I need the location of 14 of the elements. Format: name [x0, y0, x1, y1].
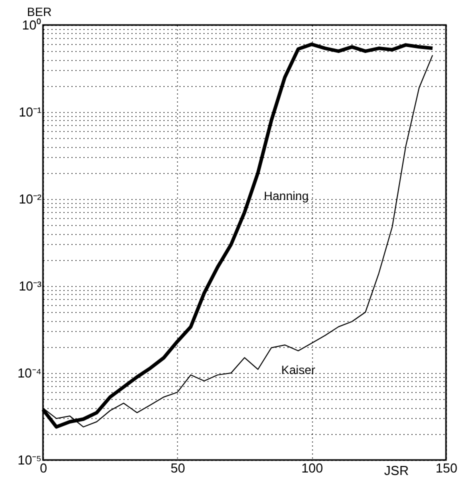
y-tick-label: 10⁻⁵: [18, 452, 42, 468]
x-tick-label: 100: [301, 460, 324, 476]
y-tick-label: 10⁻¹: [18, 104, 42, 120]
series-label: Kaiser: [281, 362, 316, 377]
y-tick-label: 10⁰: [22, 18, 42, 32]
x-tick-label: 150: [436, 460, 458, 476]
y-axis-title: BER: [27, 5, 52, 19]
series-label: Hanning: [264, 188, 309, 203]
y-tick-label: 10⁻⁴: [17, 366, 42, 380]
x-axis-title: JSR: [384, 463, 409, 478]
x-tick-label: 50: [170, 460, 186, 476]
x-tick-label: 0: [40, 460, 48, 476]
y-tick-label: 10⁻²: [18, 192, 42, 206]
y-tick-label: 10⁻³: [18, 278, 42, 294]
